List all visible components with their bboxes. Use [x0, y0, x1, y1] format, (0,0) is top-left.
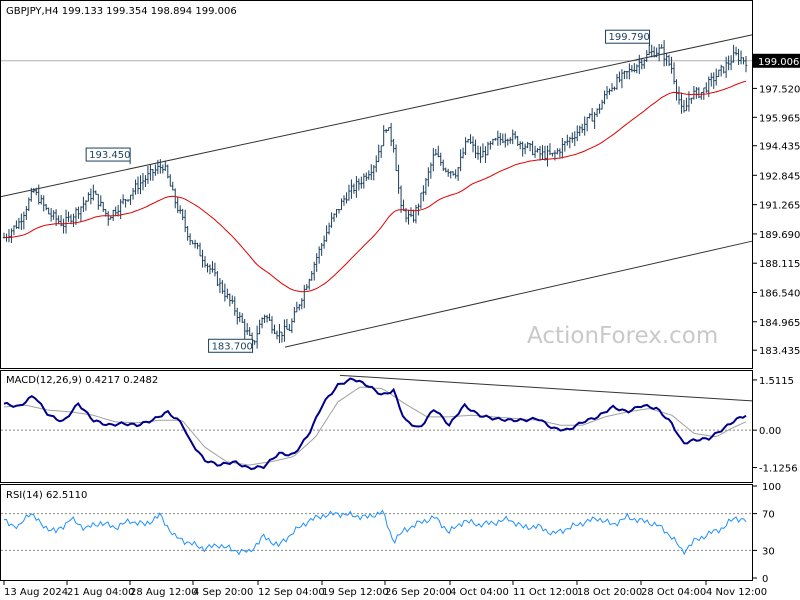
- watermark: ActionForex.com: [527, 323, 718, 349]
- macd-layer: 1.5115 0.00 -1.1256: [1, 374, 798, 475]
- current-price-label: 199.006: [758, 57, 799, 68]
- price-tick-label: 184.965: [759, 318, 800, 329]
- price-panel-title: GBPJPY,H4 199.133 199.354 198.894 199.00…: [6, 6, 237, 17]
- time-tick-label: 11 Oct 12:00: [513, 587, 578, 598]
- level-annotation-label: 193.450: [89, 150, 130, 161]
- time-tick-label: 18 Oct 20:00: [577, 587, 642, 598]
- time-tick-label: 4 Oct 04:00: [450, 587, 509, 598]
- current-price-box: [753, 53, 800, 68]
- price-tick-label: 186.540: [759, 288, 800, 299]
- macd-tick-label: 1.5115: [759, 376, 794, 387]
- price-axis: 199.006 197.520 195.965 194.435 192.845 191.2…: [752, 53, 800, 357]
- rsi-line: [3, 509, 747, 556]
- rsi-tick-label: 70: [762, 510, 775, 521]
- macd-panel-title: MACD(12,26,9) 0.4217 0.2482: [6, 375, 158, 386]
- level-annotation-box: [605, 29, 651, 44]
- lower-channel-line: [284, 240, 753, 348]
- time-tick-label: 28 Oct 04:00: [641, 587, 706, 598]
- rsi-layer: 100 70 30 0: [1, 482, 781, 585]
- macd-trend-line: [339, 374, 753, 402]
- time-tick-label: 13 Aug 2024: [4, 587, 68, 598]
- time-tick-label: 21 Aug 04:00: [67, 587, 134, 598]
- time-tick-label: 4 Sep 20:00: [193, 587, 253, 598]
- price-tick-label: 195.965: [759, 113, 800, 124]
- rsi-panel-title: RSI(14) 62.5110: [6, 490, 87, 501]
- moving-average-line: [3, 80, 747, 293]
- level-annotation-box: [85, 147, 131, 162]
- upper-channel-line: [0, 34, 753, 198]
- macd-line: [3, 377, 747, 471]
- level-annotation-label: 199.790: [609, 32, 650, 43]
- time-tick-label: 12 Sep 04:00: [258, 587, 325, 598]
- time-tick-label: 4 Nov 12:00: [706, 587, 767, 598]
- macd-tick-label: -1.1256: [759, 464, 798, 475]
- rsi-tick-label: 100: [762, 482, 781, 493]
- price-tick-label: 191.265: [759, 201, 800, 212]
- price-layer: 193.450 183.700 199.790: [0, 29, 753, 353]
- price-tick-label: 197.520: [759, 84, 800, 95]
- price-tick-label: 183.435: [759, 346, 800, 357]
- time-tick-label: 19 Sep 12:00: [322, 587, 389, 598]
- rsi-tick-label: 0: [762, 574, 768, 585]
- time-tick-label: 28 Aug 12:00: [130, 587, 197, 598]
- rsi-tick-label: 30: [762, 546, 775, 557]
- price-tick-label: 194.435: [759, 142, 800, 153]
- price-tick-label: 188.115: [759, 259, 800, 270]
- time-tick-label: 26 Sep 20:00: [385, 587, 452, 598]
- macd-panel: [0, 370, 753, 483]
- macd-signal-line: [3, 386, 747, 466]
- macd-tick-label: 0.00: [759, 426, 781, 437]
- price-tick-label: 189.690: [759, 230, 800, 241]
- price-tick-label: 192.845: [759, 171, 800, 182]
- level-annotation-box: [208, 338, 254, 353]
- rsi-panel: [0, 484, 753, 581]
- level-annotation-label: 183.700: [212, 341, 253, 352]
